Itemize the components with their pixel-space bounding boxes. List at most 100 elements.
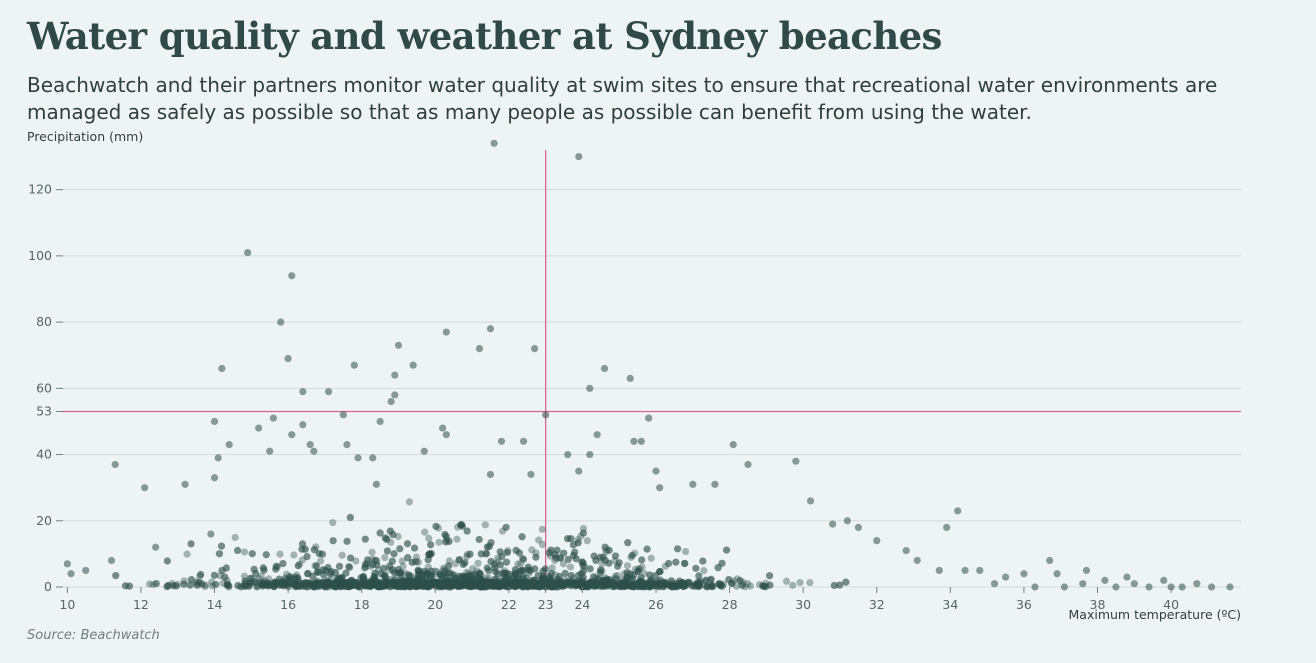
data-point bbox=[386, 562, 394, 570]
data-point bbox=[532, 581, 540, 590]
data-point bbox=[271, 580, 280, 588]
data-point bbox=[415, 582, 423, 590]
data-point bbox=[417, 578, 425, 586]
data-point bbox=[434, 578, 442, 586]
data-point bbox=[164, 581, 172, 590]
data-point bbox=[347, 554, 355, 562]
data-point bbox=[303, 579, 312, 587]
data-point bbox=[459, 578, 467, 586]
data-point bbox=[1178, 583, 1186, 591]
x-tick-label: 12 bbox=[133, 597, 149, 612]
data-point bbox=[345, 582, 353, 591]
data-point bbox=[556, 554, 564, 562]
data-point bbox=[359, 572, 368, 581]
data-point bbox=[623, 573, 631, 582]
data-point bbox=[283, 580, 291, 588]
y-tick-label: 40 bbox=[36, 447, 52, 462]
data-point bbox=[736, 576, 744, 585]
data-point bbox=[479, 578, 488, 586]
data-point bbox=[583, 583, 591, 591]
data-point bbox=[535, 536, 543, 544]
data-point bbox=[603, 546, 611, 554]
data-point bbox=[241, 579, 250, 587]
data-point bbox=[417, 580, 425, 588]
data-point bbox=[702, 576, 710, 584]
data-point bbox=[505, 580, 513, 588]
data-point bbox=[421, 579, 429, 587]
data-point bbox=[466, 572, 474, 581]
data-point bbox=[262, 551, 270, 559]
data-point bbox=[241, 577, 249, 585]
data-point bbox=[363, 559, 372, 567]
data-point bbox=[408, 558, 416, 566]
data-point bbox=[593, 580, 601, 588]
data-point bbox=[515, 581, 523, 589]
data-point bbox=[567, 582, 575, 590]
data-point bbox=[327, 580, 335, 588]
data-point bbox=[707, 576, 715, 584]
data-point bbox=[411, 583, 420, 591]
data-point bbox=[523, 579, 531, 587]
data-point bbox=[733, 575, 741, 583]
data-point bbox=[413, 575, 421, 584]
data-point bbox=[634, 567, 642, 576]
data-point bbox=[418, 579, 427, 587]
data-point bbox=[603, 580, 611, 588]
data-point bbox=[614, 562, 622, 570]
data-point bbox=[372, 480, 381, 488]
data-point bbox=[440, 579, 448, 587]
data-point bbox=[449, 582, 457, 590]
data-point bbox=[328, 580, 336, 588]
data-point bbox=[531, 582, 539, 591]
data-point bbox=[677, 581, 685, 589]
data-point bbox=[836, 581, 844, 589]
data-point bbox=[670, 582, 679, 590]
data-point bbox=[604, 581, 612, 589]
data-point bbox=[1001, 573, 1010, 581]
data-point bbox=[364, 579, 372, 587]
data-point bbox=[452, 581, 460, 589]
data-point bbox=[467, 581, 475, 589]
data-point bbox=[538, 575, 546, 583]
data-point bbox=[502, 582, 510, 590]
data-point bbox=[403, 582, 411, 590]
data-point bbox=[494, 570, 502, 578]
data-point bbox=[314, 578, 322, 586]
data-point bbox=[491, 579, 500, 588]
data-point bbox=[601, 556, 609, 564]
data-point bbox=[678, 579, 687, 587]
data-point bbox=[637, 437, 645, 445]
data-point bbox=[193, 579, 201, 588]
data-point bbox=[276, 550, 284, 558]
data-point bbox=[691, 580, 700, 588]
data-point bbox=[446, 578, 454, 586]
data-point bbox=[368, 577, 376, 586]
data-point bbox=[584, 583, 593, 591]
data-point bbox=[534, 571, 542, 580]
data-point bbox=[311, 583, 319, 591]
data-point bbox=[539, 581, 547, 590]
data-point bbox=[519, 582, 527, 590]
data-point bbox=[478, 583, 486, 591]
data-point bbox=[523, 574, 531, 582]
data-point bbox=[478, 575, 486, 584]
data-point bbox=[426, 582, 434, 590]
data-point bbox=[407, 582, 415, 591]
data-point bbox=[504, 576, 513, 584]
data-point bbox=[475, 577, 483, 585]
data-point bbox=[404, 578, 412, 587]
data-point bbox=[656, 579, 664, 587]
data-point bbox=[446, 577, 454, 585]
data-point bbox=[497, 582, 506, 590]
data-point bbox=[280, 577, 288, 586]
data-point bbox=[540, 575, 549, 584]
data-point bbox=[312, 562, 321, 570]
data-point bbox=[371, 581, 379, 589]
data-point bbox=[694, 578, 702, 586]
data-point bbox=[452, 577, 460, 586]
data-point bbox=[708, 582, 716, 590]
data-point bbox=[404, 554, 412, 562]
data-point bbox=[644, 582, 652, 590]
data-point bbox=[743, 580, 752, 588]
data-point bbox=[437, 583, 446, 591]
